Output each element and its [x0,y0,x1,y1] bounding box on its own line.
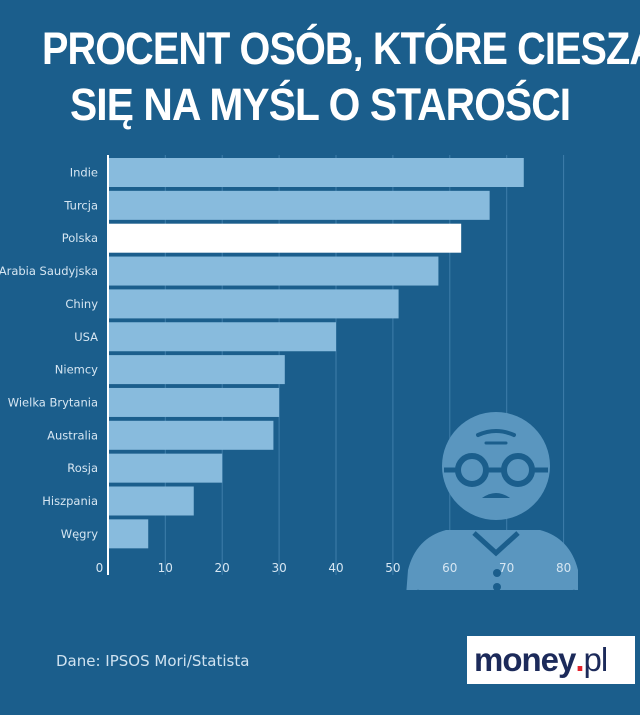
category-label: USA [74,330,98,344]
x-tick-label: 80 [556,561,571,575]
logo-dot: . [575,641,584,678]
x-tick-label: 0 [96,561,104,575]
bar-turcja [108,190,490,220]
chart-title: PROCENT OSÓB, KTÓRE CIESZĄ SIĘ NA MYŚL O… [0,22,640,134]
x-tick-label: 10 [158,561,173,575]
category-label: Turcja [63,198,98,212]
x-tick-label: 60 [442,561,457,575]
logo-tld: pl [583,641,609,678]
bar-węgry [108,519,149,549]
bar-chiny [108,289,399,319]
category-label: Wielka Brytania [8,395,98,409]
category-label: Indie [70,166,98,180]
title-line-2: SIĘ NA MYŚL O STAROŚCI [69,79,571,130]
bar-indie [108,158,524,187]
source-note: Dane: IPSOS Mori/Statista [56,652,250,670]
category-label: Niemcy [55,363,98,377]
title-row-2: SIĘ NA MYŚL O STAROŚCI [0,78,640,132]
bar-polska [108,223,462,253]
x-tick-label: 70 [499,561,514,575]
category-label: Chiny [65,297,98,311]
category-label: Węgry [61,527,98,541]
category-label: Arabia Saudyjska [0,264,98,278]
bar-rosja [108,453,223,483]
bar-australia [108,420,274,450]
category-label: Polska [62,231,98,245]
bar-niemcy [108,355,285,385]
bar-hiszpania [108,486,194,516]
x-tick-label: 50 [385,561,400,575]
old-man-with-glasses-icon [406,412,578,590]
bar-arabia-saudyjska [108,256,439,286]
bar-wielka-brytania [108,387,280,417]
bar-chart: Indie Turcja Polska Arabia Saudyjska Chiny US… [0,155,578,590]
x-tick-label: 20 [215,561,230,575]
category-label: Australia [47,428,98,442]
x-tick-label: 40 [328,561,343,575]
bar-usa [108,322,337,352]
category-label: Rosja [67,461,98,475]
money-pl-logo[interactable]: money. pl [467,636,635,684]
title-line-1: PROCENT OSÓB, KTÓRE CIESZĄ [42,23,640,74]
title-row-1: PROCENT OSÓB, KTÓRE CIESZĄ [0,22,640,76]
logo-brand: money [474,641,576,678]
category-label: Hiszpania [42,494,98,508]
x-tick-label: 30 [271,561,286,575]
